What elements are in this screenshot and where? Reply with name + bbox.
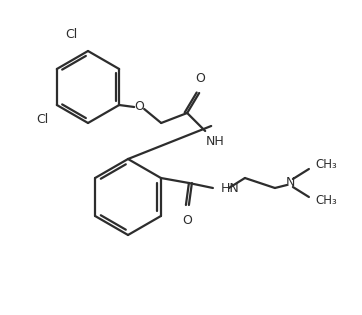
- Text: O: O: [182, 214, 192, 227]
- Text: O: O: [134, 100, 144, 113]
- Text: O: O: [195, 72, 205, 85]
- Text: HN: HN: [221, 181, 240, 194]
- Text: NH: NH: [206, 135, 224, 148]
- Text: Cl: Cl: [37, 113, 49, 126]
- Text: CH₃: CH₃: [315, 158, 337, 171]
- Text: CH₃: CH₃: [315, 194, 337, 208]
- Text: N: N: [286, 176, 296, 190]
- Text: Cl: Cl: [66, 28, 78, 41]
